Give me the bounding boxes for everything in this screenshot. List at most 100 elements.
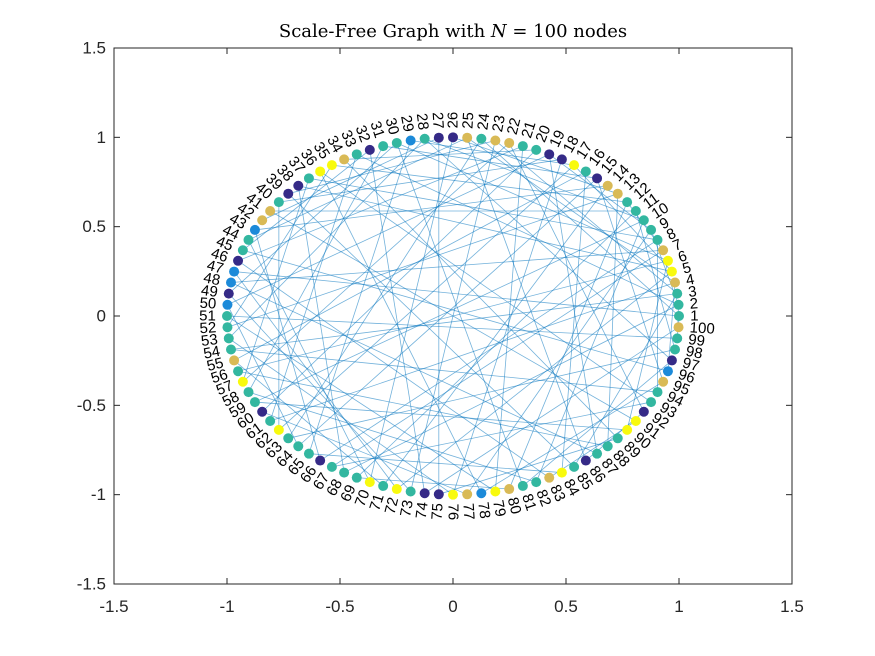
edge-6-30 — [396, 142, 669, 262]
edge-14-43 — [254, 185, 608, 231]
node-32 — [364, 144, 375, 155]
edge-37-57 — [242, 178, 310, 382]
node-60 — [257, 406, 268, 417]
node-45 — [237, 245, 248, 256]
node-54 — [226, 344, 236, 355]
node-99 — [672, 333, 683, 344]
node-27 — [433, 132, 444, 143]
node-21 — [517, 141, 528, 152]
edge-12-80 — [508, 201, 628, 490]
edge-78-95 — [481, 381, 664, 494]
node-label-100: 100 — [689, 319, 715, 338]
edge-10-28 — [424, 138, 644, 221]
edge-9-77 — [466, 229, 652, 495]
node-label-47: 47 — [205, 257, 225, 278]
node-label-67: 67 — [310, 470, 333, 493]
node-55 — [229, 355, 240, 366]
node-93 — [646, 397, 657, 408]
node-label-35: 35 — [310, 139, 333, 162]
node-label-71: 71 — [366, 492, 387, 513]
edge-33-61 — [269, 154, 358, 422]
node-1 — [674, 311, 684, 321]
edge-63-98 — [288, 349, 676, 439]
x-tick-label-2: -0.5 — [325, 597, 354, 616]
node-5 — [666, 266, 677, 277]
node-8 — [652, 234, 663, 245]
edge-81-97 — [522, 360, 673, 487]
node-69 — [351, 472, 362, 483]
node-label-54: 54 — [202, 343, 222, 363]
edge-27-42 — [262, 137, 439, 221]
node-81 — [517, 480, 528, 491]
edge-75-89 — [438, 437, 618, 495]
node-46 — [233, 255, 244, 266]
x-tick-label-0: -1.5 — [99, 597, 128, 616]
node-16 — [580, 166, 591, 177]
node-59 — [249, 397, 260, 408]
nodes-layer — [222, 132, 684, 500]
node-39 — [283, 188, 294, 199]
node-14 — [602, 180, 613, 191]
edge-24-63 — [287, 138, 482, 439]
node-48 — [226, 277, 236, 288]
edge-19-87 — [548, 154, 598, 454]
node-7 — [658, 245, 669, 256]
node-label-80: 80 — [504, 496, 525, 516]
node-label-28: 28 — [413, 112, 432, 131]
edge-30-81 — [396, 142, 524, 487]
node-label-96: 96 — [676, 366, 697, 387]
edge-6-90 — [626, 260, 669, 430]
node-95 — [658, 376, 669, 387]
node-label-93: 93 — [657, 399, 680, 422]
node-label-70: 70 — [352, 487, 374, 509]
node-84 — [556, 467, 567, 478]
edge-5-17 — [573, 164, 673, 272]
node-52 — [222, 322, 233, 333]
edge-2-99 — [676, 304, 679, 339]
edge-15-95 — [596, 178, 664, 382]
y-tick-label-3: 0 — [97, 307, 106, 326]
node-26 — [448, 132, 458, 143]
node-label-33: 33 — [337, 128, 359, 150]
edge-51-79 — [226, 315, 496, 492]
edge-59-90 — [254, 401, 628, 431]
node-label-49: 49 — [200, 282, 219, 301]
node-3 — [672, 288, 683, 299]
node-label-34: 34 — [323, 133, 346, 156]
node-19 — [544, 149, 555, 160]
node-label-65: 65 — [285, 455, 309, 479]
node-67 — [326, 461, 337, 472]
node-label-77: 77 — [459, 503, 477, 521]
node-11 — [630, 205, 641, 216]
x-tick-label-1: -1 — [219, 597, 234, 616]
node-label-4: 4 — [684, 271, 695, 289]
edge-43-66 — [254, 229, 321, 461]
edge-28-53 — [228, 138, 425, 339]
edge-29-65 — [308, 140, 412, 454]
edge-47-72 — [233, 271, 398, 490]
node-label-20: 20 — [532, 123, 554, 145]
node-label-23: 23 — [489, 114, 509, 134]
edge-39-85 — [287, 193, 575, 468]
node-label-78: 78 — [474, 501, 493, 520]
y-tick-label-2: -0.5 — [77, 396, 106, 415]
node-51 — [222, 311, 232, 321]
node-label-61: 61 — [243, 419, 266, 443]
node-label-12: 12 — [630, 179, 654, 203]
node-label-98: 98 — [684, 343, 704, 363]
node-88 — [602, 441, 613, 452]
node-56 — [233, 366, 244, 377]
y-tick-label-4: 0.5 — [82, 217, 106, 236]
edge-51-99 — [226, 315, 678, 339]
node-41 — [265, 205, 276, 216]
node-36 — [315, 166, 326, 177]
node-label-37: 37 — [285, 153, 309, 177]
node-63 — [283, 433, 294, 444]
node-98 — [670, 344, 680, 355]
node-17 — [569, 160, 580, 171]
edge-67-93 — [331, 401, 652, 468]
edge-69-80 — [356, 477, 510, 490]
node-86 — [580, 455, 591, 466]
edge-28-97 — [424, 138, 673, 361]
node-label-90: 90 — [630, 429, 654, 453]
